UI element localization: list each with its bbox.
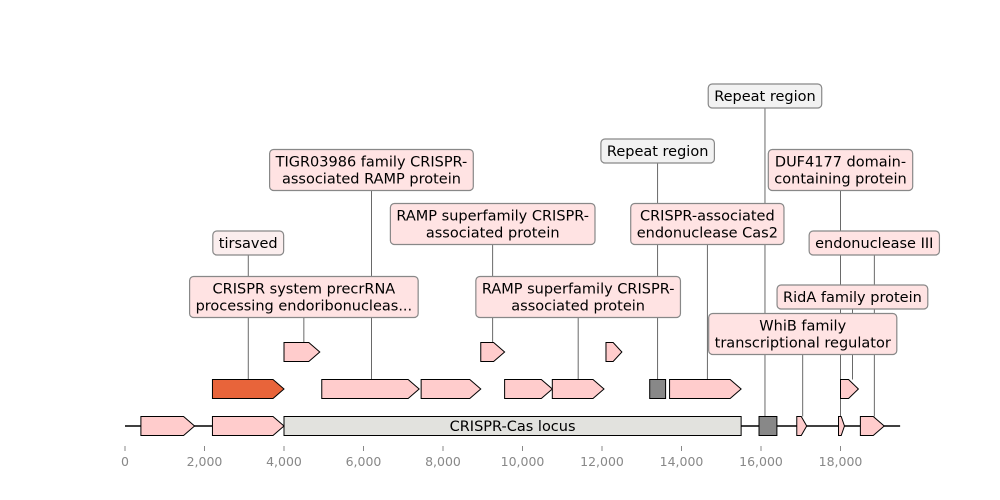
- label-text: Repeat region: [607, 144, 709, 160]
- gene-arrow: [480, 342, 506, 362]
- locus-label: CRISPR-Cas locus: [450, 419, 576, 435]
- gene-arrow: [283, 342, 321, 362]
- label-text: processing endoribonucleas...: [196, 299, 413, 315]
- gene-arrow: [859, 416, 885, 436]
- gene-arrow: [838, 416, 846, 436]
- feature-label: RidA family protein: [776, 284, 929, 310]
- axis-tick-label: 12,000: [580, 454, 624, 469]
- feature-label: DUF4177 domain-containing protein: [767, 148, 914, 192]
- label-text: RidA family protein: [783, 290, 922, 306]
- repeat-region-feature: [758, 416, 778, 436]
- label-box: [630, 202, 785, 246]
- axis-tick-label: 14,000: [660, 454, 704, 469]
- coordinate-axis: 0 2,000 4,000 6,000 8,000 10,000 12,000 14,000 1…: [121, 446, 862, 469]
- gene-arrow: [504, 379, 554, 399]
- label-text: endonuclease III: [815, 236, 933, 252]
- label-text: CRISPR system precrRNA: [213, 282, 396, 298]
- repeat-region-feature: [649, 379, 667, 399]
- label-text: tirsaved: [219, 236, 278, 252]
- feature-labels: tirsaved CRISPR system precrRNAprocessing…: [188, 83, 941, 356]
- gene-arrow: [669, 379, 742, 399]
- label-text: TIGR03986 family CRISPR-: [275, 155, 468, 171]
- gene-arrow: [140, 416, 196, 436]
- label-text: RAMP superfamily CRISPR-: [482, 282, 675, 298]
- label-text: WhiB family: [759, 319, 846, 335]
- axis-tick-label: 2,000: [187, 454, 223, 469]
- label-text: containing protein: [774, 172, 906, 188]
- gene-arrow: [211, 416, 285, 436]
- label-box: [269, 148, 474, 192]
- label-text: Repeat region: [714, 89, 816, 105]
- label-text: associated protein: [511, 299, 645, 315]
- label-text: endonuclease Cas2: [637, 226, 778, 242]
- gene-arrow: [840, 379, 860, 399]
- axis-tick-label: 6,000: [346, 454, 382, 469]
- feature-label: Repeat region: [600, 138, 716, 164]
- axis-tick-label: 8,000: [425, 454, 461, 469]
- highlighted-gene-arrow: [211, 379, 285, 399]
- label-text: RAMP superfamily CRISPR-: [396, 209, 589, 225]
- label-box: [808, 230, 941, 256]
- gene-arrow: [605, 342, 623, 362]
- gene-arrow: [321, 379, 420, 399]
- gene-arrow: [796, 416, 808, 436]
- feature-label: TIGR03986 family CRISPR-associated RAMP …: [269, 148, 474, 192]
- feature-label: tirsaved: [212, 230, 285, 256]
- label-box: [389, 202, 596, 246]
- axis-tick-label: 4,000: [266, 454, 302, 469]
- label-box: [188, 275, 419, 319]
- axis-tick-label: 0: [121, 454, 129, 469]
- label-text: associated RAMP protein: [282, 172, 461, 188]
- feature-label: RAMP superfamily CRISPR-associated prote…: [389, 202, 596, 246]
- label-text: CRISPR-associated: [640, 209, 775, 225]
- gene-arrow: [551, 379, 605, 399]
- label-box: [475, 275, 682, 319]
- gene-arrow: [420, 379, 482, 399]
- label-text: DUF4177 domain-: [775, 155, 906, 171]
- label-box: [776, 284, 929, 310]
- axis-tick-label: 18,000: [819, 454, 863, 469]
- axis-tick-label: 16,000: [739, 454, 783, 469]
- feature-label: Repeat region: [707, 83, 823, 109]
- label-box: [708, 312, 898, 356]
- label-box: [767, 148, 914, 192]
- features-track: CRISPR-Cas locus: [140, 342, 885, 436]
- label-box: [707, 83, 823, 109]
- label-box: [212, 230, 285, 256]
- label-box: [600, 138, 716, 164]
- axis-tick-label: 10,000: [501, 454, 545, 469]
- label-text: transcriptional regulator: [715, 336, 891, 352]
- feature-label: RAMP superfamily CRISPR-associated prote…: [475, 275, 682, 319]
- label-text: associated protein: [426, 226, 560, 242]
- feature-label: endonuclease III: [808, 230, 941, 256]
